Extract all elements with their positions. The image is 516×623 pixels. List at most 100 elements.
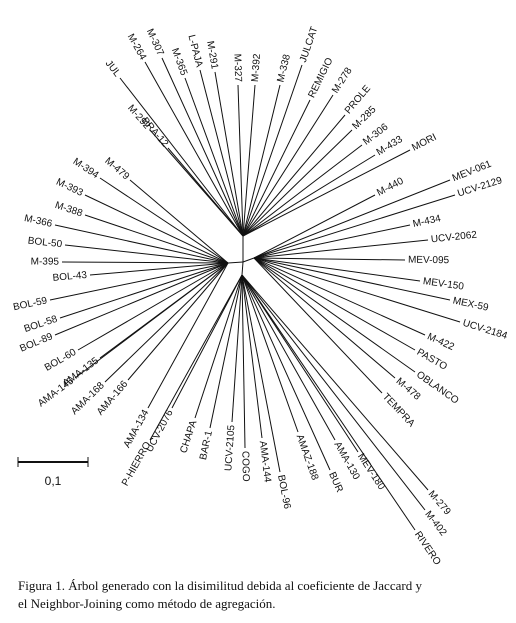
branch	[194, 274, 243, 419]
branch	[199, 69, 244, 237]
branch	[84, 214, 229, 264]
branch	[253, 224, 411, 259]
leaf-label: BOL-50	[27, 236, 63, 251]
leaf-label: M-278	[330, 65, 355, 95]
branch	[237, 84, 244, 237]
leaf-label: M-479	[102, 156, 131, 183]
branch	[241, 274, 263, 439]
branch	[253, 239, 429, 259]
branch	[241, 274, 336, 441]
branch	[253, 257, 406, 261]
branch	[253, 257, 421, 282]
branch	[241, 274, 246, 449]
leaf-label: BAR-1	[198, 429, 215, 461]
branch	[54, 262, 229, 336]
leaf-label: M-393	[54, 177, 85, 199]
leaf-label: M-338	[276, 53, 294, 84]
branch	[242, 114, 346, 237]
branch	[127, 262, 229, 381]
leaf-label: BOL-59	[12, 295, 48, 313]
branch	[74, 262, 229, 379]
caption: el Neighbor-Joining como método de agreg…	[18, 596, 276, 611]
branch	[241, 274, 299, 433]
leaf-label: M-388	[53, 200, 84, 220]
branch	[242, 94, 334, 237]
branch	[209, 274, 243, 429]
leaf-label: BOL-60	[43, 347, 79, 374]
branch	[253, 257, 396, 379]
leaf-label: JUL	[103, 58, 123, 79]
branch	[241, 261, 244, 276]
branch	[242, 84, 256, 237]
scale-label: 0,1	[45, 474, 62, 488]
branch	[253, 179, 451, 259]
branch	[241, 274, 426, 511]
branch	[99, 177, 229, 264]
branch	[253, 194, 376, 259]
branch	[49, 262, 229, 301]
leaf-label: M-395	[31, 256, 60, 267]
leaf-label: M-392	[250, 53, 263, 83]
branch	[77, 262, 229, 351]
leaf-label: MEX-59	[452, 295, 490, 313]
branch	[84, 194, 229, 264]
branch	[59, 262, 229, 319]
leaf-label: L-PAJA	[185, 34, 204, 69]
branch	[253, 257, 426, 336]
branch	[242, 64, 303, 237]
leaf-label: BOL-89	[18, 331, 54, 355]
branch	[241, 274, 359, 453]
leaf-label: M-327	[231, 53, 243, 82]
leaf-label: BRA-12	[139, 116, 170, 150]
branch	[149, 274, 243, 441]
leaf-label: BOL-58	[23, 314, 60, 335]
branch	[227, 261, 244, 264]
leaf-label: M-394	[71, 156, 101, 181]
leaf-label: MEV-095	[408, 255, 450, 267]
leaf-label: M-434	[412, 213, 442, 230]
branch	[253, 194, 456, 259]
branch	[61, 261, 229, 264]
leaf-label: AMA-145	[36, 375, 76, 409]
leaf-label: M-264	[125, 32, 149, 62]
branch	[242, 144, 363, 237]
leaf-label: CHAPA	[178, 419, 199, 455]
leaf-label: BOL-43	[52, 270, 88, 284]
branch	[144, 61, 244, 237]
leaf-label: UCV-2184	[461, 318, 509, 342]
branch	[54, 224, 229, 264]
leaf-label: JULCAT	[298, 25, 320, 64]
branch	[231, 274, 243, 423]
leaf-label: OBLANCO	[414, 369, 460, 406]
branch	[184, 77, 244, 237]
branch	[167, 147, 244, 237]
leaf-label: M-366	[23, 213, 53, 230]
branch	[253, 257, 416, 351]
branch	[242, 84, 281, 237]
leaf-label: UCV-2062	[430, 230, 477, 246]
leaf-label: M-365	[169, 47, 189, 78]
branch	[171, 274, 243, 409]
branch	[129, 179, 229, 264]
branch	[161, 57, 244, 237]
branch	[242, 99, 311, 237]
branch	[242, 129, 353, 237]
branch	[242, 154, 376, 237]
leaf-label: AMA-144	[257, 440, 273, 483]
leaf-label: BOL-96	[275, 474, 292, 510]
branch	[242, 149, 411, 237]
branch	[214, 71, 244, 237]
leaf-label: UCV-2105	[223, 424, 237, 471]
branch	[253, 257, 383, 394]
branch	[241, 274, 416, 531]
branch	[119, 77, 244, 237]
caption: Figura 1. Árbol generado con la disimili…	[18, 578, 422, 593]
branch	[147, 262, 229, 409]
branch	[241, 274, 429, 491]
branch	[253, 257, 416, 373]
branch	[241, 274, 331, 471]
branch	[64, 244, 229, 264]
branch	[89, 262, 229, 276]
